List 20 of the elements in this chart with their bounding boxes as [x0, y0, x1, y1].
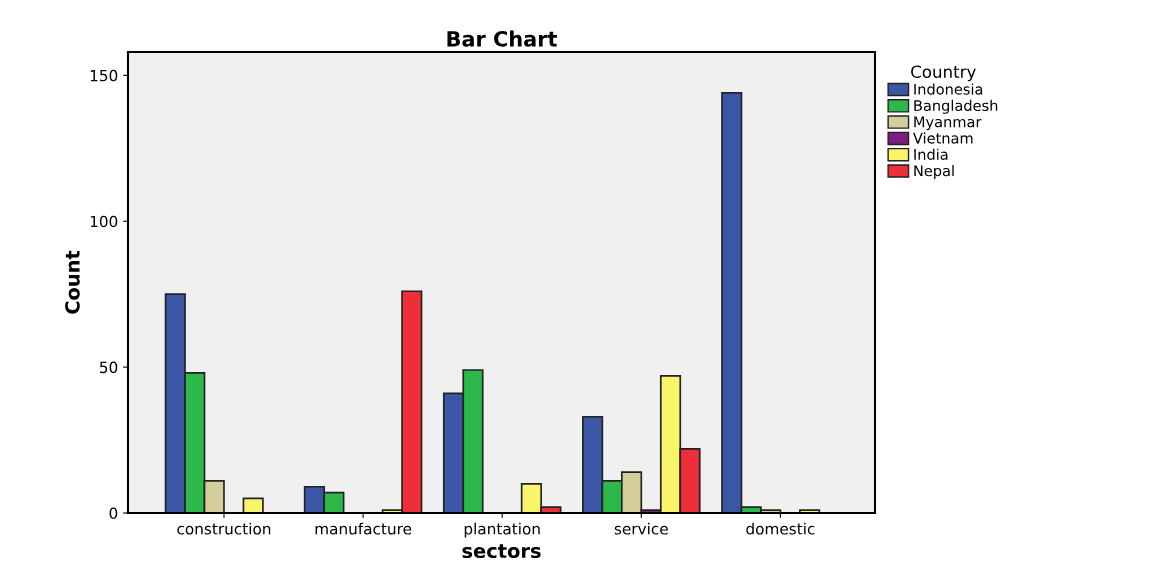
chart-title: Bar Chart	[447, 30, 557, 47]
x-tick-label: domestic	[746, 522, 815, 535]
legend-label: Vietnam	[913, 132, 973, 144]
legend-title: Country	[911, 65, 976, 82]
legend-label: Nepal	[914, 164, 954, 180]
legend-label: Indonesia	[914, 83, 983, 95]
legend-label: Bangladesh	[914, 99, 998, 114]
x-tick-label: manufacture	[315, 522, 412, 535]
x-tick-label: service	[614, 522, 668, 535]
bar	[242, 497, 264, 513]
y-tick-label: 100	[90, 215, 118, 228]
y-tick-label: 150	[90, 69, 118, 82]
x-tick-label: construction	[177, 522, 271, 535]
x-tick-label: plantation	[464, 522, 540, 538]
y-tick-label: 0	[109, 507, 118, 520]
y-tick-label: 50	[100, 361, 118, 374]
y-axis-title: Count	[65, 250, 80, 314]
legend-label: Myanmar	[914, 116, 982, 131]
x-axis-title: sectors	[462, 544, 541, 559]
legend-label: India	[914, 148, 948, 160]
